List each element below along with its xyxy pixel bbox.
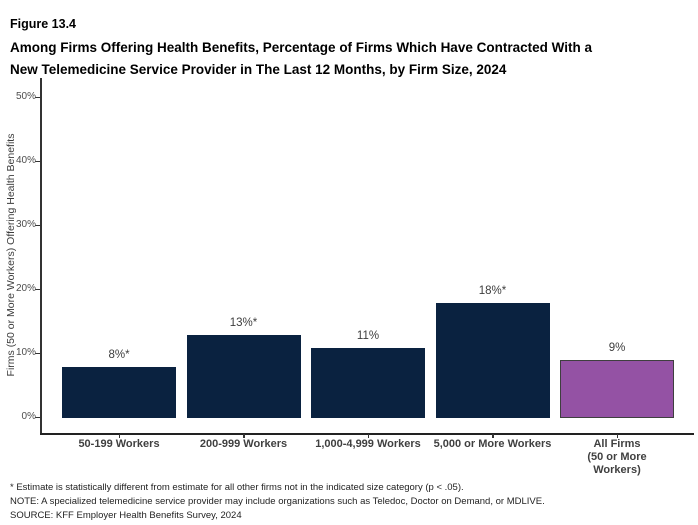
category-label-5-000-or-more-workers: 5,000 or More Workers — [433, 438, 552, 450]
y-tick-mark-20 — [35, 288, 40, 290]
category-label-1-000-4-999-workers: 1,000-4,999 Workers — [315, 438, 421, 450]
y-tick-mark-10 — [35, 352, 40, 354]
chart-title-line2: New Telemedicine Service Provider in The… — [10, 62, 507, 77]
y-tick-label-40: 40% — [15, 155, 36, 166]
category-label-200-999-workers: 200-999 Workers — [199, 438, 288, 450]
y-tick-mark-0 — [35, 416, 40, 418]
y-axis-line — [40, 78, 42, 433]
y-tick-label-50: 50% — [15, 91, 36, 102]
value-label-1-000-4-999-workers: 11% — [356, 329, 380, 342]
value-label-50-199-workers: 8%* — [108, 348, 130, 361]
x-tick-mark-all-firms — [616, 434, 618, 438]
bar-200-999-workers — [186, 334, 301, 418]
bar-1-000-4-999-workers — [311, 347, 425, 418]
category-label-50-199-workers: 50-199 Workers — [78, 438, 160, 450]
figure-number: Figure 13.4 — [10, 17, 76, 31]
footnote-source: SOURCE: KFF Employer Health Benefits Sur… — [10, 510, 242, 521]
y-tick-label-30: 30% — [15, 219, 36, 230]
footnote-estimate: * Estimate is statistically different fr… — [10, 482, 464, 493]
category-label-all-firms: All Firms (50 or More Workers) — [587, 438, 647, 476]
bar-5-000-or-more-workers — [435, 302, 550, 418]
x-tick-mark-50-199-workers — [118, 434, 120, 438]
value-label-200-999-workers: 13%* — [229, 316, 258, 329]
value-label-5-000-or-more-workers: 18%* — [478, 284, 507, 297]
y-tick-label-10: 10% — [15, 347, 36, 358]
y-tick-mark-30 — [35, 224, 40, 226]
bar-50-199-workers — [62, 366, 176, 418]
value-label-all-firms: 9% — [608, 342, 626, 355]
footnote-note: NOTE: A specialized telemedicine service… — [10, 496, 545, 507]
y-tick-mark-50 — [35, 96, 40, 98]
x-axis-line — [40, 433, 694, 435]
y-tick-label-0: 0% — [21, 411, 36, 422]
y-tick-label-20: 20% — [15, 283, 36, 294]
x-tick-mark-200-999-workers — [243, 434, 245, 438]
footnotes: * Estimate is statistically different fr… — [10, 481, 545, 523]
y-tick-mark-40 — [35, 160, 40, 162]
chart-title-line1: Among Firms Offering Health Benefits, Pe… — [10, 40, 592, 55]
bar-all-firms — [560, 360, 674, 418]
x-tick-mark-5-000-or-more-workers — [492, 434, 494, 438]
x-tick-mark-1-000-4-999-workers — [367, 434, 369, 438]
